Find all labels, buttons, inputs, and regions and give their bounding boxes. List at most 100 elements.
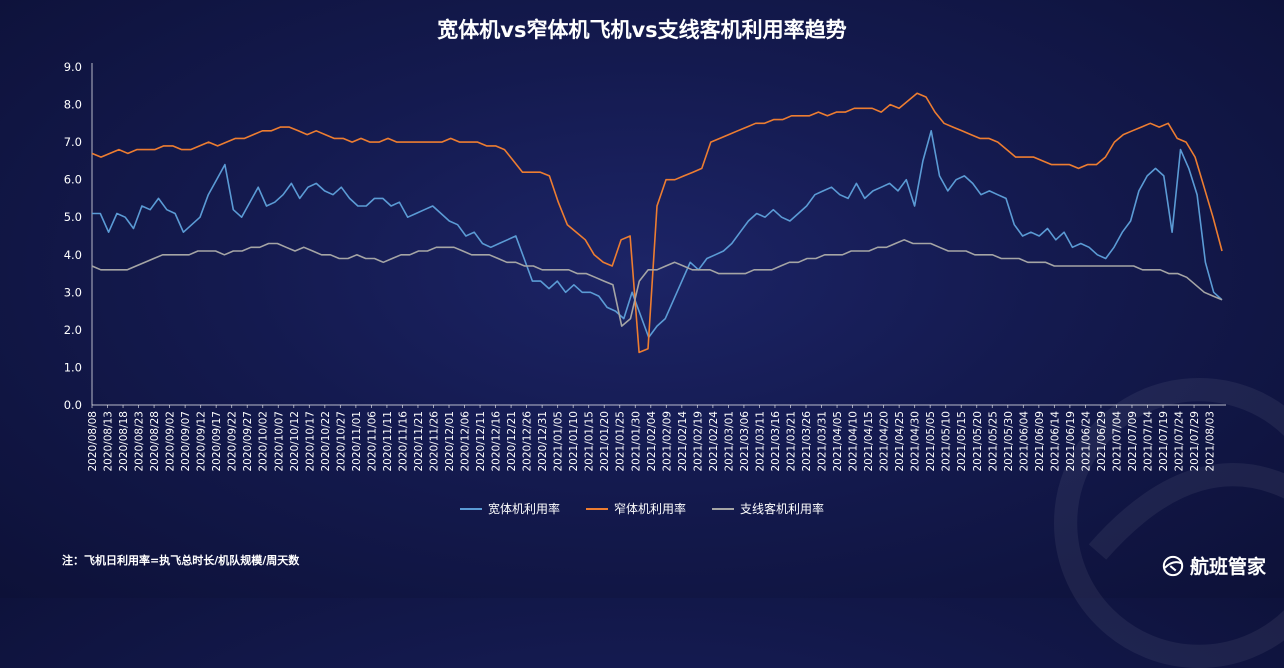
x-tick-label: 2021/03/11	[754, 411, 766, 472]
x-tick-label: 2020/09/12	[196, 411, 208, 472]
x-tick-label: 2020/09/27	[242, 411, 254, 472]
x-tick-label: 2021/03/01	[723, 411, 735, 472]
y-tick-label: 1.0	[64, 360, 82, 374]
legend-label-wide: 宽体机利用率	[487, 502, 560, 516]
brand: 航班管家	[1162, 552, 1266, 579]
x-tick-label: 2020/11/16	[397, 411, 409, 472]
x-tick-label: 2021/06/09	[1034, 411, 1046, 472]
y-tick-label: 2.0	[64, 323, 82, 337]
x-tick-label: 2021/04/20	[879, 411, 891, 472]
x-tick-label: 2020/08/23	[134, 411, 146, 472]
x-tick-label: 2021/06/04	[1018, 411, 1030, 472]
x-tick-label: 2021/05/15	[956, 411, 968, 472]
x-tick-label: 2021/02/14	[677, 411, 689, 472]
x-tick-label: 2021/05/10	[941, 411, 953, 472]
brand-name: 航班管家	[1189, 556, 1266, 578]
x-tick-label: 2020/11/11	[382, 411, 394, 472]
y-tick-label: 0.0	[64, 398, 82, 412]
legend-swatch-wide	[459, 507, 482, 510]
x-tick-label: 2021/06/19	[1065, 411, 1077, 472]
x-tick-label: 2021/05/20	[972, 411, 984, 472]
x-tick-label: 2020/09/22	[227, 411, 239, 472]
x-tick-label: 2021/07/04	[1111, 411, 1123, 472]
x-tick-label: 2020/10/17	[304, 411, 316, 472]
x-tick-label: 2020/11/06	[366, 411, 378, 472]
legend-item-wide: 宽体机利用率	[459, 500, 560, 517]
x-tick-label: 2021/05/30	[1003, 411, 1015, 472]
x-tick-label: 2020/12/21	[506, 411, 518, 472]
legend-item-narrow: 窄体机利用率	[585, 500, 686, 517]
x-tick-label: 2020/09/17	[211, 411, 223, 472]
y-tick-label: 7.0	[64, 135, 82, 149]
x-tick-label: 2021/05/25	[987, 411, 999, 472]
legend-label-regional: 支线客机利用率	[740, 502, 825, 516]
x-tick-label: 2020/11/21	[413, 411, 425, 472]
y-tick-label: 8.0	[64, 98, 82, 112]
x-tick-label: 2020/09/07	[180, 411, 192, 472]
x-tick-label: 2020/11/01	[351, 411, 363, 472]
chart-legend: 宽体机利用率 窄体机利用率 支线客机利用率	[0, 500, 1284, 517]
x-tick-label: 2021/08/03	[1205, 411, 1217, 472]
legend-swatch-narrow	[585, 507, 608, 510]
x-tick-label: 2020/10/27	[335, 411, 347, 472]
x-tick-label: 2020/12/06	[460, 411, 472, 472]
x-tick-label: 2021/03/21	[785, 411, 797, 472]
x-tick-label: 2021/07/14	[1142, 411, 1154, 472]
footnote: 注：飞机日利用率=执飞总时长/机队规模/周天数	[62, 554, 300, 567]
x-tick-label: 2021/01/10	[568, 411, 580, 472]
legend-label-narrow: 窄体机利用率	[613, 502, 686, 516]
x-tick-label: 2020/12/01	[444, 411, 456, 472]
x-tick-label: 2021/03/06	[739, 411, 751, 472]
x-tick-label: 2021/04/25	[894, 411, 906, 472]
x-tick-label: 2020/10/12	[289, 411, 301, 472]
x-tick-label: 2021/06/14	[1049, 411, 1061, 472]
y-tick-label: 6.0	[64, 173, 82, 187]
x-tick-label: 2021/06/24	[1080, 411, 1092, 472]
x-tick-label: 2020/09/02	[165, 411, 177, 472]
x-tick-label: 2021/03/26	[801, 411, 813, 472]
x-tick-label: 2021/02/24	[708, 411, 720, 472]
legend-item-regional: 支线客机利用率	[712, 500, 824, 517]
legend-swatch-regional	[712, 507, 734, 510]
series-line-0	[92, 130, 1223, 339]
x-tick-label: 2021/04/10	[848, 411, 860, 472]
x-tick-label: 2021/02/04	[646, 411, 658, 472]
y-tick-label: 3.0	[64, 285, 82, 299]
x-tick-label: 2021/06/29	[1096, 411, 1108, 472]
x-tick-label: 2021/07/29	[1189, 411, 1201, 472]
x-tick-label: 2021/03/16	[770, 411, 782, 472]
x-tick-label: 2021/01/05	[553, 411, 565, 472]
x-tick-label: 2020/10/02	[258, 411, 270, 472]
x-tick-label: 2020/10/22	[320, 411, 332, 472]
x-tick-label: 2020/12/31	[537, 411, 549, 472]
x-tick-label: 2021/07/09	[1127, 411, 1139, 472]
x-tick-label: 2020/08/28	[149, 411, 161, 472]
x-tick-label: 2021/01/15	[584, 411, 596, 472]
x-tick-label: 2021/04/15	[863, 411, 875, 472]
x-tick-label: 2021/04/30	[910, 411, 922, 472]
x-tick-label: 2021/01/30	[630, 411, 642, 472]
x-tick-label: 2020/12/16	[491, 411, 503, 472]
line-chart: 0.0 1.0 2.0 3.0 4.0 5.0 6.0 7.0 8.0 9.0 2020/08/08…	[64, 60, 1223, 472]
x-tick-label: 2021/02/09	[661, 411, 673, 472]
x-tick-label: 2021/07/19	[1158, 411, 1170, 472]
y-tick-label: 4.0	[64, 248, 82, 262]
y-tick-label: 5.0	[64, 210, 82, 224]
x-tick-label: 2021/02/19	[692, 411, 704, 472]
y-tick-label: 9.0	[64, 60, 82, 74]
x-tick-label: 2020/08/08	[87, 411, 99, 472]
x-tick-label: 2021/07/24	[1174, 411, 1186, 472]
x-tick-label: 2020/12/11	[475, 411, 487, 472]
series-line-2	[91, 239, 1223, 327]
x-tick-label: 2020/10/07	[273, 411, 285, 472]
globe-plane-icon	[1162, 555, 1184, 576]
x-tick-label: 2020/11/26	[428, 411, 440, 472]
x-tick-label: 2020/08/13	[103, 411, 115, 472]
chart-title: 宽体机vs窄体机飞机vs支线客机利用率趋势	[437, 18, 847, 42]
series-line-1	[91, 92, 1223, 354]
x-tick-label: 2021/04/05	[832, 411, 844, 472]
x-tick-label: 2020/12/26	[522, 411, 534, 472]
x-tick-label: 2021/05/05	[925, 411, 937, 472]
x-tick-label: 2021/01/20	[599, 411, 611, 472]
x-tick-label: 2021/03/31	[817, 411, 829, 472]
